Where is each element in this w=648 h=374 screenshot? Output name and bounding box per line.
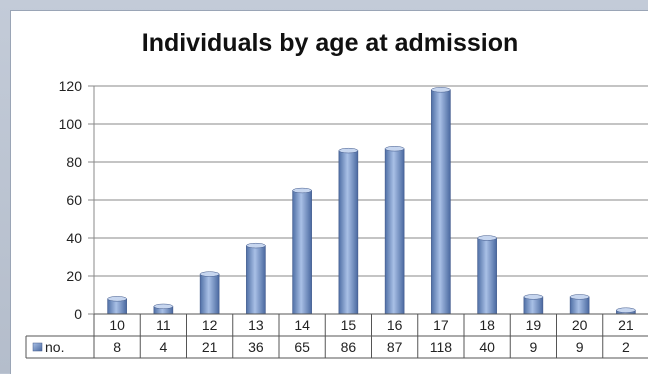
bar <box>431 90 450 314</box>
data-table-value: 21 <box>202 339 218 355</box>
x-category-label: 16 <box>387 317 403 333</box>
bar <box>385 149 404 314</box>
data-table-value: 8 <box>113 339 121 355</box>
bar <box>246 246 265 314</box>
bar <box>200 274 219 314</box>
x-category-label: 14 <box>294 317 310 333</box>
bar-cap <box>478 236 497 241</box>
x-category-label: 20 <box>572 317 588 333</box>
bar <box>478 238 497 314</box>
y-tick-label: 40 <box>66 230 82 246</box>
bars <box>108 87 636 314</box>
bar-cap <box>154 304 173 309</box>
x-category-label: 15 <box>341 317 357 333</box>
x-category-label: 10 <box>109 317 125 333</box>
y-tick-label: 80 <box>66 154 82 170</box>
bar-cap <box>524 295 543 300</box>
data-table-value: 86 <box>341 339 357 355</box>
y-tick-label: 100 <box>59 116 83 132</box>
data-table: 10 8 11 4 12 21 13 36 14 65 15 86 16 87 17 118 18 40 19 9 20… <box>26 314 648 358</box>
bar-cap <box>200 272 219 277</box>
y-tick-label: 60 <box>66 192 82 208</box>
data-table-value: 9 <box>576 339 584 355</box>
x-category-label: 12 <box>202 317 218 333</box>
data-table-value: 9 <box>529 339 537 355</box>
data-table-value: 40 <box>479 339 495 355</box>
data-table-value: 36 <box>248 339 264 355</box>
y-tick-label: 120 <box>59 78 83 94</box>
bar-cap <box>385 146 404 151</box>
x-category-label: 11 <box>156 317 171 333</box>
data-table-value: 65 <box>294 339 310 355</box>
y-tick-label: 0 <box>74 306 82 322</box>
bar-cap <box>293 188 312 193</box>
y-axis-ticks: 0 20 40 60 80 100 120 <box>59 78 83 322</box>
y-tick-label: 20 <box>66 268 82 284</box>
x-category-label: 19 <box>526 317 542 333</box>
data-table-value: 87 <box>387 339 403 355</box>
data-table-value: 4 <box>159 339 167 355</box>
legend-swatch <box>33 343 42 351</box>
bar-cap <box>570 295 589 300</box>
chart-panel: Individuals by age at admission 0 20 40 60 8… <box>10 10 648 374</box>
bar-cap <box>246 243 265 248</box>
x-category-label: 13 <box>248 317 264 333</box>
bar-cap <box>616 308 635 313</box>
bar-cap <box>431 87 450 92</box>
legend-label: no. <box>45 339 64 355</box>
gridlines <box>88 86 648 358</box>
x-category-label: 17 <box>433 317 449 333</box>
bar <box>293 191 312 315</box>
bar-cap <box>108 296 127 301</box>
data-table-value: 2 <box>622 339 630 355</box>
bar-chart: 0 20 40 60 80 100 120 10 8 11 4 12 21 13 36 14 65 15 86 16… <box>11 11 648 374</box>
x-category-label: 18 <box>479 317 495 333</box>
bar-cap <box>339 148 358 153</box>
data-table-value: 118 <box>430 339 453 355</box>
bar <box>339 151 358 314</box>
x-category-label: 21 <box>618 317 634 333</box>
